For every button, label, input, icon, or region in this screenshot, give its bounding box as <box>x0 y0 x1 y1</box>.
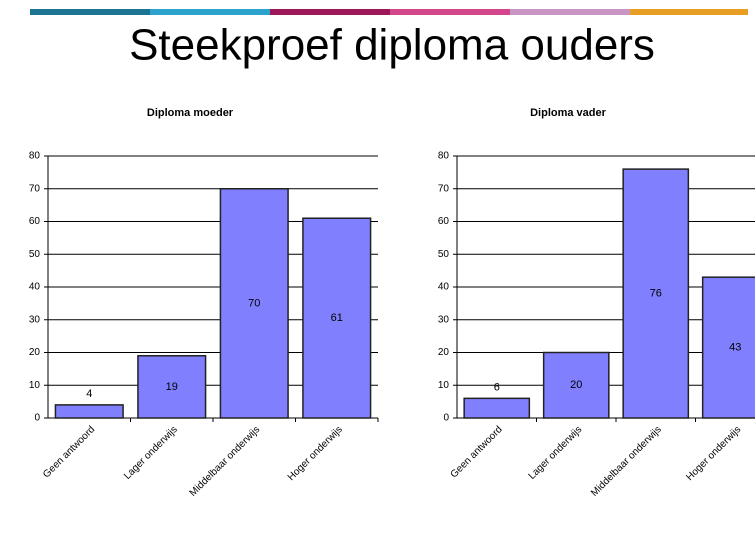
value-label: 20 <box>570 379 582 391</box>
stripe <box>390 9 510 15</box>
x-tick-label: Hoger onderwijs <box>684 424 743 483</box>
x-tick-label: Middelbaar onderwijs <box>188 424 263 499</box>
bar <box>54 404 124 419</box>
y-tick-label: 10 <box>438 380 450 391</box>
chart-title: Diploma vader <box>530 107 607 119</box>
stripe <box>150 9 270 15</box>
value-label: 76 <box>650 287 662 299</box>
y-tick-label: 40 <box>438 282 450 293</box>
x-tick-label: Lager onderwijs <box>527 424 585 482</box>
chart-title: Diploma moeder <box>147 107 234 119</box>
bar <box>219 188 289 419</box>
bar <box>137 355 207 419</box>
x-tick-label: Lager onderwijs <box>122 424 180 482</box>
y-tick-label: 20 <box>29 347 41 358</box>
y-tick-label: 60 <box>29 216 41 227</box>
x-tick-label: Hoger onderwijs <box>286 424 345 483</box>
stripe <box>630 9 748 15</box>
value-label: 61 <box>331 312 343 324</box>
bar <box>542 351 610 419</box>
y-tick-label: 80 <box>438 151 450 162</box>
value-label: 4 <box>86 388 92 400</box>
y-tick-label: 70 <box>29 183 41 194</box>
stripe <box>30 9 150 15</box>
stripe <box>270 9 390 15</box>
stripe <box>510 9 630 15</box>
y-tick-label: 50 <box>29 249 41 260</box>
x-tick-label: Middelbaar onderwijs <box>589 424 664 499</box>
value-label: 19 <box>166 381 178 393</box>
x-tick-label: Geen antwoord <box>41 424 97 480</box>
y-tick-label: 10 <box>29 380 41 391</box>
value-label: 43 <box>729 341 741 353</box>
bar <box>463 397 531 419</box>
y-tick-label: 50 <box>438 249 450 260</box>
y-tick-label: 60 <box>438 216 450 227</box>
bar <box>302 217 372 419</box>
y-tick-label: 40 <box>29 282 41 293</box>
slide-title: Steekproef diploma ouders <box>129 21 655 70</box>
y-tick-label: 0 <box>443 413 449 424</box>
y-tick-label: 80 <box>29 151 41 162</box>
y-tick-label: 70 <box>438 183 450 194</box>
y-tick-label: 0 <box>34 413 40 424</box>
value-label: 70 <box>248 297 260 309</box>
y-tick-label: 30 <box>29 314 41 325</box>
x-tick-label: Geen antwoord <box>449 424 505 480</box>
y-tick-label: 30 <box>438 314 450 325</box>
bar <box>622 168 690 419</box>
value-label: 6 <box>494 381 500 393</box>
y-tick-label: 20 <box>438 347 450 358</box>
bar <box>701 276 755 419</box>
